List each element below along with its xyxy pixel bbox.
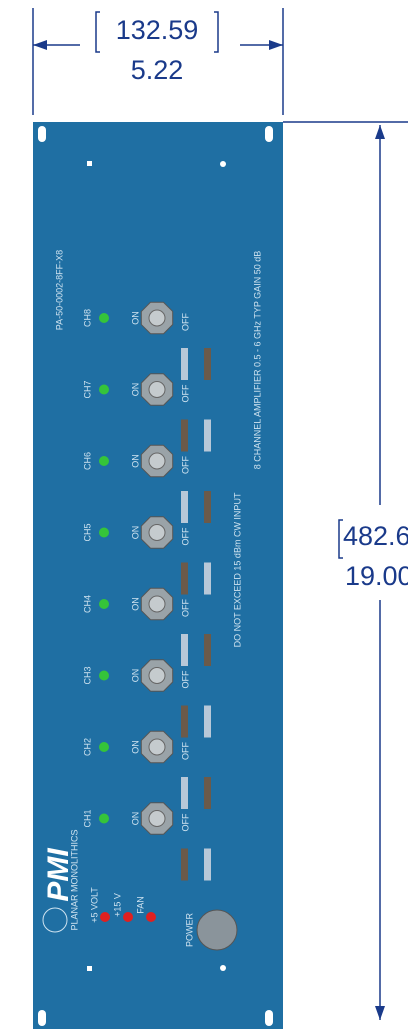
- company: PLANAR MONOLITHICS: [69, 829, 79, 930]
- switch-on: ON: [130, 597, 140, 611]
- slot: [181, 634, 188, 666]
- indicator-label: +5 VOLT: [89, 887, 99, 923]
- slot: [204, 420, 211, 452]
- slot: [181, 563, 188, 595]
- switch-lever: [149, 382, 165, 398]
- led: [99, 599, 109, 609]
- warning: DO NOT EXCEED 15 dBm CW INPUT: [232, 492, 242, 647]
- led: [99, 456, 109, 466]
- channel-label: CH7: [82, 380, 92, 398]
- led: [99, 814, 109, 824]
- slot: [181, 491, 188, 523]
- slot: [204, 777, 211, 809]
- slot: [181, 706, 188, 738]
- switch-lever: [149, 310, 165, 326]
- slot: [181, 777, 188, 809]
- indicator-label: FAN: [135, 896, 145, 914]
- switch-lever: [149, 811, 165, 827]
- power-label: POWER: [184, 913, 194, 948]
- channel-label: CH2: [82, 738, 92, 756]
- switch-off: OFF: [180, 742, 190, 760]
- slot: [181, 420, 188, 452]
- switch-lever: [149, 453, 165, 469]
- switch-off: OFF: [180, 813, 190, 831]
- power-button[interactable]: [197, 910, 237, 950]
- switch-lever: [149, 596, 165, 612]
- width-in: 5.22: [131, 55, 184, 85]
- switch-off: OFF: [180, 456, 190, 474]
- model: PA-50-0002-8FF-X8: [54, 250, 64, 330]
- switch-on: ON: [130, 669, 140, 683]
- led: [99, 528, 109, 538]
- switch-off: OFF: [180, 384, 190, 402]
- switch-on: ON: [130, 740, 140, 754]
- switch-off: OFF: [180, 527, 190, 545]
- led: [99, 671, 109, 681]
- slot: [204, 563, 211, 595]
- indicator-led: [146, 912, 156, 922]
- channel-label: CH1: [82, 809, 92, 827]
- height-mm: 482.60: [343, 521, 408, 551]
- switch-on: ON: [130, 311, 140, 325]
- switch-lever: [149, 739, 165, 755]
- slot: [204, 348, 211, 380]
- switch-lever: [149, 525, 165, 541]
- led: [99, 313, 109, 323]
- slot: [204, 849, 211, 881]
- slot: [181, 849, 188, 881]
- switch-on: ON: [130, 526, 140, 540]
- indicator-label: +15 V: [112, 893, 122, 917]
- indicator-led: [123, 912, 133, 922]
- slot: [204, 491, 211, 523]
- channel-label: CH3: [82, 666, 92, 684]
- switch-off: OFF: [180, 313, 190, 331]
- height-in: 19.00: [345, 561, 408, 591]
- drawing: 132.59 5.22 482.60 19.00 PA-50-0002-8FF-…: [0, 0, 408, 1029]
- led: [99, 385, 109, 395]
- switch-on: ON: [130, 454, 140, 468]
- channel-label: CH4: [82, 595, 92, 613]
- led: [99, 742, 109, 752]
- channel-label: CH5: [82, 523, 92, 541]
- slot: [204, 634, 211, 666]
- switch-on: ON: [130, 383, 140, 397]
- switch-lever: [149, 668, 165, 684]
- channel-label: CH6: [82, 452, 92, 470]
- switch-off: OFF: [180, 599, 190, 617]
- indicator-led: [100, 912, 110, 922]
- slot: [204, 706, 211, 738]
- description: 8 CHANNEL AMPLIFIER 0.5 - 6 GHz TYP GAIN…: [252, 251, 262, 469]
- width-mm: 132.59: [116, 15, 199, 45]
- channel-label: CH8: [82, 309, 92, 327]
- switch-on: ON: [130, 812, 140, 826]
- slot: [181, 348, 188, 380]
- switch-off: OFF: [180, 670, 190, 688]
